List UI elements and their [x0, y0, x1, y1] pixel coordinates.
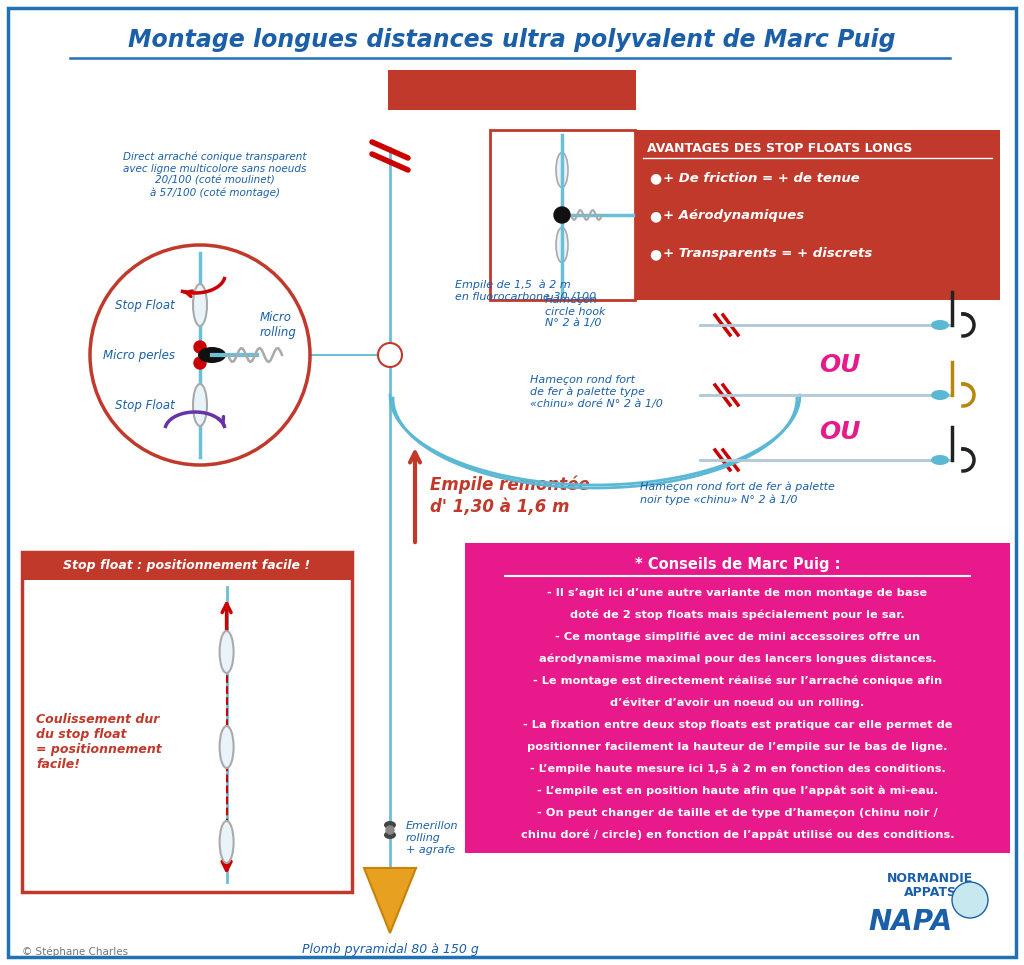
FancyBboxPatch shape — [388, 70, 636, 110]
Ellipse shape — [556, 152, 568, 187]
Circle shape — [554, 207, 570, 223]
Text: Emerillon
rolling
+ agrafe: Emerillon rolling + agrafe — [406, 821, 459, 855]
Text: AVANTAGES DES STOP FLOATS LONGS: AVANTAGES DES STOP FLOATS LONGS — [647, 142, 912, 154]
Text: © Stéphane Charles: © Stéphane Charles — [22, 947, 128, 957]
Circle shape — [386, 826, 394, 834]
Text: Hameçon rond fort de fer à palette
noir type «chinu» N° 2 à 1/0: Hameçon rond fort de fer à palette noir … — [640, 482, 835, 505]
Text: - La fixation entre deux stop floats est pratique car elle permet de: - La fixation entre deux stop floats est… — [522, 720, 952, 730]
Text: * Conseils de Marc Puig :: * Conseils de Marc Puig : — [635, 558, 841, 572]
Text: - Ce montage simplifié avec de mini accessoires offre un: - Ce montage simplifié avec de mini acce… — [555, 632, 920, 643]
Text: OU: OU — [819, 420, 861, 444]
Ellipse shape — [384, 831, 396, 839]
Ellipse shape — [198, 347, 226, 363]
FancyBboxPatch shape — [22, 552, 352, 892]
Text: - L’empile haute mesure ici 1,5 à 2 m en fonction des conditions.: - L’empile haute mesure ici 1,5 à 2 m en… — [529, 763, 945, 774]
Text: ●: ● — [649, 209, 662, 223]
Text: positionner facilement la hauteur de l’empile sur le bas de ligne.: positionner facilement la hauteur de l’e… — [527, 742, 948, 752]
FancyBboxPatch shape — [22, 552, 352, 580]
Ellipse shape — [931, 390, 949, 400]
Text: - On peut changer de taille et de type d’hameçon (chinu noir /: - On peut changer de taille et de type d… — [538, 808, 938, 818]
Ellipse shape — [219, 726, 233, 768]
Text: APPATS: APPATS — [903, 887, 956, 899]
Text: NORMANDIE: NORMANDIE — [887, 871, 973, 885]
Text: ●: ● — [649, 171, 662, 185]
Ellipse shape — [219, 631, 233, 673]
Text: aérodynamisme maximal pour des lancers longues distances.: aérodynamisme maximal pour des lancers l… — [539, 653, 936, 664]
Text: Stop float : positionnement facile !: Stop float : positionnement facile ! — [63, 560, 310, 572]
Text: - L’empile est en position haute afin que l’appât soit à mi-eau.: - L’empile est en position haute afin qu… — [537, 786, 938, 796]
Ellipse shape — [384, 821, 396, 829]
Circle shape — [194, 357, 206, 369]
Text: Direct arraché conique transparent
avec ligne multicolore sans noeuds
20/100 (co: Direct arraché conique transparent avec … — [123, 152, 307, 198]
Text: chinu doré / circle) en fonction de l’appât utilisé ou des conditions.: chinu doré / circle) en fonction de l’ap… — [520, 830, 954, 841]
Text: Micro
rolling: Micro rolling — [260, 311, 297, 339]
Text: Empile de 1,5  à 2 m
en fluorocarbone 30 /100: Empile de 1,5 à 2 m en fluorocarbone 30 … — [455, 280, 596, 302]
Text: Micro perles: Micro perles — [103, 348, 175, 362]
FancyBboxPatch shape — [490, 130, 635, 300]
Polygon shape — [364, 868, 416, 933]
FancyBboxPatch shape — [465, 543, 1010, 853]
Text: d’éviter d’avoir un noeud ou un rolling.: d’éviter d’avoir un noeud ou un rolling. — [610, 698, 864, 708]
Text: OU: OU — [819, 353, 861, 377]
Text: NAPA: NAPA — [868, 908, 952, 936]
Ellipse shape — [931, 320, 949, 330]
Circle shape — [90, 245, 310, 465]
Text: Stop Float: Stop Float — [116, 399, 175, 411]
Ellipse shape — [219, 821, 233, 863]
Circle shape — [194, 341, 206, 353]
Text: Coulissement dur
du stop float
= positionnement
facile!: Coulissement dur du stop float = positio… — [36, 713, 162, 771]
Ellipse shape — [556, 228, 568, 262]
Text: Empile remontée: Empile remontée — [430, 476, 590, 494]
Text: Plomb pyramidal 80 à 150 g: Plomb pyramidal 80 à 150 g — [302, 944, 478, 956]
Text: - Le montage est directement réalisé sur l’arraché conique afin: - Le montage est directement réalisé sur… — [532, 676, 942, 686]
Text: Versions sars: Versions sars — [438, 80, 586, 99]
Text: ●: ● — [649, 247, 662, 261]
Circle shape — [378, 343, 402, 367]
Text: + Transparents = + discrets: + Transparents = + discrets — [663, 247, 872, 261]
Text: doté de 2 stop floats mais spécialement pour le sar.: doté de 2 stop floats mais spécialement … — [570, 610, 905, 620]
Text: + Aérodynamiques: + Aérodynamiques — [663, 209, 804, 223]
Ellipse shape — [193, 284, 207, 326]
Text: Hameçon rond fort
de fer à palette type
«chinu» doré N° 2 à 1/0: Hameçon rond fort de fer à palette type … — [530, 375, 663, 409]
Circle shape — [952, 882, 988, 918]
Text: d' 1,30 à 1,6 m: d' 1,30 à 1,6 m — [430, 498, 569, 516]
Ellipse shape — [931, 455, 949, 465]
Text: + De friction = + de tenue: + De friction = + de tenue — [663, 172, 860, 184]
Text: Stop Float: Stop Float — [116, 298, 175, 312]
Text: Hameçon
circle hook
N° 2 à 1/0: Hameçon circle hook N° 2 à 1/0 — [545, 295, 605, 328]
Ellipse shape — [193, 384, 207, 426]
Text: - Il s’agit ici d’une autre variante de mon montage de base: - Il s’agit ici d’une autre variante de … — [548, 588, 928, 598]
FancyBboxPatch shape — [635, 130, 1000, 300]
Text: Montage longues distances ultra polyvalent de Marc Puig: Montage longues distances ultra polyvale… — [128, 28, 896, 52]
